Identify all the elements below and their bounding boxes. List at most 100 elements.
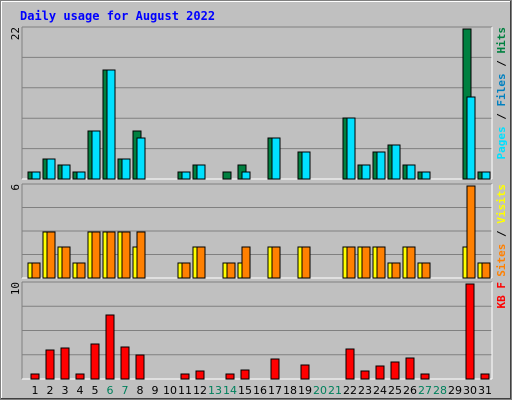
legend-entry: Visits: [495, 184, 508, 224]
bar-pages: [196, 164, 206, 180]
y-axis-max-label: 22: [9, 27, 22, 40]
bar-pages: [91, 130, 101, 180]
x-tick-label: 4: [77, 384, 84, 397]
x-tick-label: 8: [137, 384, 144, 397]
bar-pages: [241, 171, 251, 180]
x-tick-label: 11: [178, 384, 192, 397]
x-tick-label: 16: [253, 384, 267, 397]
x-tick-label: 15: [238, 384, 252, 397]
x-tick-label: 28: [433, 384, 447, 397]
bar-pages: [391, 144, 401, 180]
bar-sites: [376, 246, 386, 279]
legend: Pages / Files / Hits: [495, 27, 508, 160]
bar-sites: [196, 246, 206, 279]
bar-sites: [421, 262, 431, 279]
legend-entry: /: [495, 54, 508, 74]
bar-kb-f: [405, 357, 415, 380]
bar-pages: [466, 96, 476, 180]
bar-pages: [376, 151, 386, 180]
bar-pages: [481, 171, 491, 180]
bar-kb-f: [60, 347, 70, 380]
bar-kb-f: [90, 343, 100, 380]
bar-pages: [271, 137, 281, 180]
bar-pages: [136, 137, 146, 180]
bar-sites: [226, 262, 236, 279]
bar-pages: [46, 158, 56, 180]
legend-entry: Sites: [495, 244, 508, 277]
bar-sites: [361, 246, 371, 279]
bar-kb-f: [345, 348, 355, 380]
bar-sites: [466, 185, 476, 279]
bar-kb-f: [240, 369, 250, 380]
x-tick-label: 27: [418, 384, 432, 397]
x-tick-label: 20: [313, 384, 327, 397]
legend: Sites / Visits: [495, 184, 508, 277]
bar-hits: [222, 171, 232, 180]
x-tick-label: 14: [223, 384, 237, 397]
bar-kb-f: [120, 346, 130, 380]
bar-pages: [31, 171, 41, 180]
bar-kb-f: [135, 354, 145, 380]
legend-entry: Pages: [495, 126, 508, 159]
legend-entry: KB F: [495, 282, 508, 309]
bar-sites: [241, 246, 251, 279]
y-axis-max-label: 6: [9, 184, 22, 191]
x-tick-label: 1: [32, 384, 39, 397]
bar-pages: [61, 164, 71, 180]
bar-sites: [406, 246, 416, 279]
bar-kb-f: [360, 370, 370, 380]
bar-pages: [421, 171, 431, 180]
x-tick-label: 25: [388, 384, 402, 397]
bar-sites: [91, 231, 101, 279]
bar-kb-f: [30, 373, 40, 380]
x-tick-label: 6: [107, 384, 114, 397]
bar-sites: [31, 262, 41, 279]
bar-kb-f: [180, 373, 190, 380]
legend: KB F: [495, 282, 508, 309]
legend-entry: Hits: [495, 27, 508, 54]
x-tick-label: 5: [92, 384, 99, 397]
bar-pages: [361, 164, 371, 180]
chart-title: Daily usage for August 2022: [20, 9, 215, 23]
bar-pages: [346, 117, 356, 180]
bar-kb-f: [480, 373, 490, 380]
x-tick-label: 9: [152, 384, 159, 397]
x-tick-label: 26: [403, 384, 417, 397]
bar-kb-f: [465, 283, 475, 380]
panel-hits-files-pages: 22 Pages / Files / Hits: [9, 26, 508, 180]
y-axis-max-label: 10: [9, 282, 22, 295]
x-tick-label: 31: [478, 384, 492, 397]
x-tick-label: 3: [62, 384, 69, 397]
bar-sites: [346, 246, 356, 279]
bar-kb-f: [420, 373, 430, 380]
x-tick-label: 22: [343, 384, 357, 397]
bar-kb-f: [225, 373, 235, 380]
bar-kb-f: [300, 364, 310, 380]
x-tick-label: 10: [163, 384, 177, 397]
bar-sites: [301, 246, 311, 279]
bar-sites: [181, 262, 191, 279]
x-tick-label: 12: [193, 384, 207, 397]
bar-sites: [391, 262, 401, 279]
x-tick-label: 24: [373, 384, 387, 397]
legend-entry: /: [495, 107, 508, 127]
x-tick-label: 2: [47, 384, 54, 397]
bar-sites: [136, 231, 146, 279]
x-tick-label: 19: [298, 384, 312, 397]
x-tick-label: 29: [448, 384, 462, 397]
x-tick-label: 13: [208, 384, 222, 397]
bar-sites: [121, 231, 131, 279]
x-tick-label: 7: [122, 384, 129, 397]
bar-sites: [271, 246, 281, 279]
bar-kb-f: [270, 358, 280, 380]
bar-kb-f: [105, 314, 115, 380]
bar-pages: [406, 164, 416, 180]
bar-kb-f: [390, 361, 400, 380]
x-tick-label: 21: [328, 384, 342, 397]
bar-sites: [61, 246, 71, 279]
bar-sites: [76, 262, 86, 279]
bar-pages: [76, 171, 86, 180]
bar-kb-f: [195, 370, 205, 380]
